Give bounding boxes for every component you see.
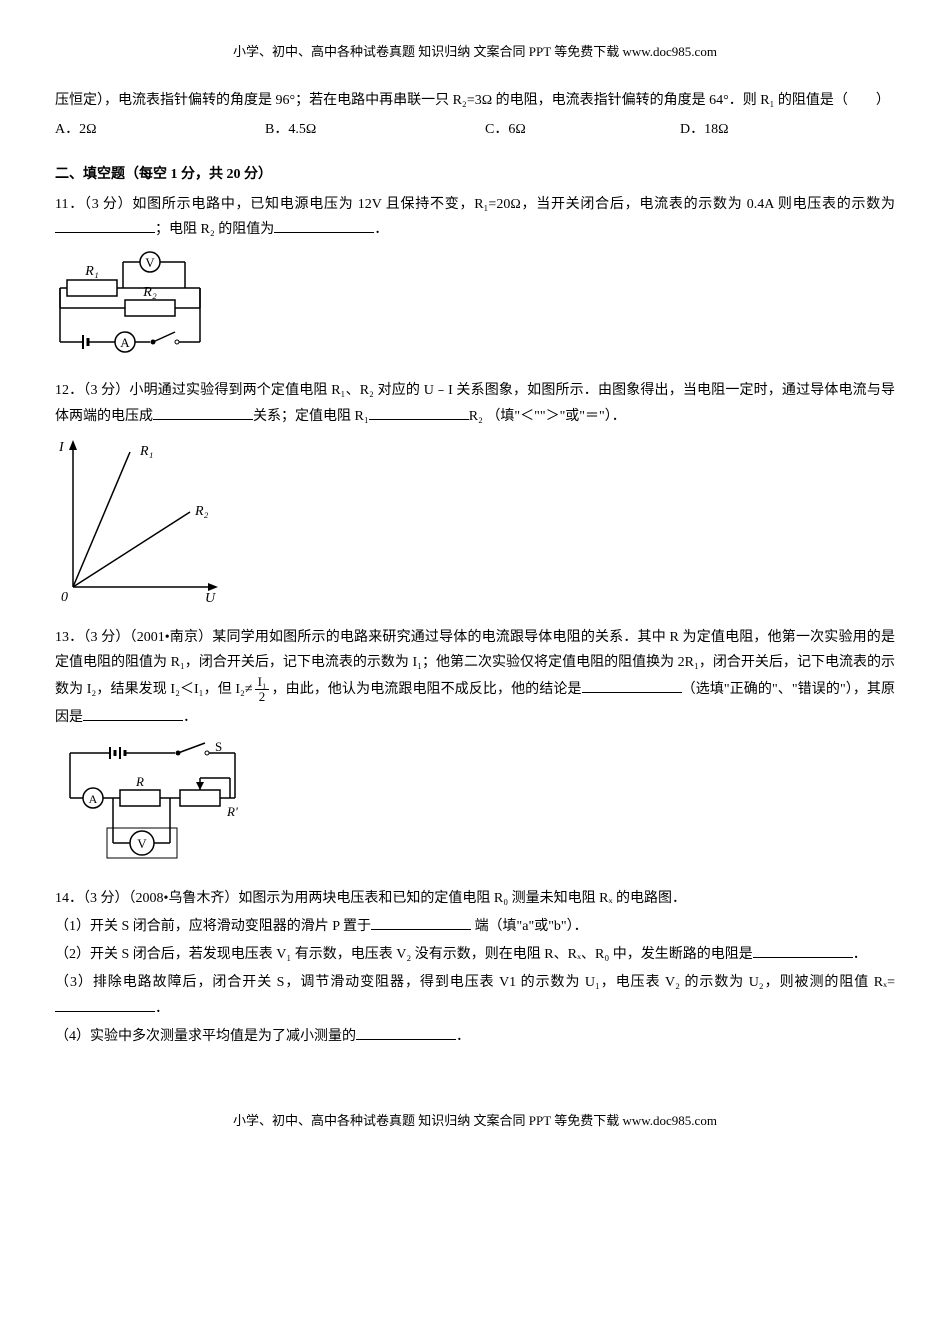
q14-sub2: （2）开关 S 闭合后，若发现电压表 V₁ 有示数，电压表 V₂ 没有示数，则在… — [55, 942, 895, 967]
svg-text:I: I — [58, 440, 65, 455]
svg-text:R₂: R₂ — [194, 504, 209, 519]
blank — [356, 1026, 456, 1040]
q14-1a: （1）开关 S 闭合前，应将滑动变阻器的滑片 P 置于 — [55, 919, 371, 934]
frac-num: I₁ — [255, 675, 270, 690]
q13-part-d: ． — [183, 710, 197, 725]
svg-text:A: A — [120, 335, 130, 350]
blank — [55, 998, 155, 1012]
choice-c: C．6Ω — [485, 117, 680, 142]
svg-text:R': R' — [226, 804, 238, 819]
q14-sub3: （3）排除电路故障后，闭合开关 S，调节滑动变阻器，得到电压表 V1 的示数为 … — [55, 970, 895, 1020]
svg-text:V: V — [145, 255, 155, 270]
q14-intro: 14．（3 分）（2008•乌鲁木齐）如图示为用两块电压表和已知的定值电阻 R₀… — [55, 886, 895, 911]
svg-text:0: 0 — [61, 590, 68, 605]
svg-text:A: A — [89, 792, 98, 806]
q11-part-c: ． — [374, 222, 388, 237]
blank — [582, 679, 682, 693]
q10-continuation: 压恒定），电流表指针偏转的角度是 96°；若在电路中再串联一只 R₂=3Ω 的电… — [55, 88, 895, 113]
choice-d: D．18Ω — [680, 117, 729, 142]
q13-text: 13．（3 分）（2001•南京）某同学用如图所示的电路来研究通过导体的电流跟导… — [55, 625, 895, 730]
q11-circuit-figure: R₁ R₂ V A — [55, 250, 895, 360]
q13-part-b: ，由此，他认为电流跟电阻不成反比，他的结论是 — [271, 682, 581, 697]
q11-part-b: ；电阻 R₂ 的阻值为 — [155, 222, 274, 237]
blank — [153, 406, 253, 420]
svg-text:R₁: R₁ — [84, 264, 98, 279]
q12-text: 12．（3 分）小明通过实验得到两个定值电阻 R₁、R₂ 对应的 U﹣I 关系图… — [55, 378, 895, 428]
q14-3a: （3）排除电路故障后，闭合开关 S，调节滑动变阻器，得到电压表 V1 的示数为 … — [55, 975, 895, 990]
page-footer: 小学、初中、高中各种试卷真题 知识归纳 文案合同 PPT 等免费下载 www.d… — [55, 1109, 895, 1132]
svg-text:U: U — [205, 591, 216, 606]
q10-choices: A．2Ω B．4.5Ω C．6Ω D．18Ω — [55, 117, 895, 142]
choice-b: B．4.5Ω — [265, 117, 485, 142]
fraction: I₁2 — [255, 675, 270, 705]
svg-text:R: R — [135, 774, 144, 789]
blank — [753, 944, 853, 958]
blank — [55, 219, 155, 233]
svg-text:R₁: R₁ — [139, 444, 153, 459]
q12-part-b: 关系；定值电阻 R₁ — [253, 409, 369, 424]
section-2-title: 二、填空题（每空 1 分，共 20 分） — [55, 162, 895, 187]
blank — [83, 707, 183, 721]
q14-3b: ． — [155, 1001, 169, 1016]
choice-a: A．2Ω — [55, 117, 265, 142]
svg-text:S: S — [215, 739, 222, 754]
frac-den: 2 — [255, 690, 270, 704]
q14-2a: （2）开关 S 闭合后，若发现电压表 V₁ 有示数，电压表 V₂ 没有示数，则在… — [55, 947, 753, 962]
q11-text: 11．（3 分）如图所示电路中，已知电源电压为 12V 且保持不变，R₁=20Ω… — [55, 192, 895, 242]
q11-part-a: 11．（3 分）如图所示电路中，已知电源电压为 12V 且保持不变，R₁=20Ω… — [55, 197, 895, 212]
q14-4b: ． — [456, 1029, 470, 1044]
blank — [369, 406, 469, 420]
svg-text:V: V — [137, 836, 147, 851]
blank — [371, 916, 471, 930]
blank — [274, 219, 374, 233]
page-header: 小学、初中、高中各种试卷真题 知识归纳 文案合同 PPT 等免费下载 www.d… — [55, 40, 895, 63]
q12-graph-figure: R₁ R₂ I U 0 — [55, 437, 895, 607]
q13-circuit-figure: S A R R' V — [55, 738, 895, 868]
q14-1b: 端（填"a"或"b"）． — [471, 919, 588, 934]
q12-part-c: R₂ （填"＜""＞"或"＝"）． — [469, 409, 626, 424]
q14-sub4: （4）实验中多次测量求平均值是为了减小测量的 ． — [55, 1024, 895, 1049]
q14-2b: ． — [853, 947, 867, 962]
q14-4a: （4）实验中多次测量求平均值是为了减小测量的 — [55, 1029, 356, 1044]
q14-sub1: （1）开关 S 闭合前，应将滑动变阻器的滑片 P 置于 端（填"a"或"b"）． — [55, 914, 895, 939]
